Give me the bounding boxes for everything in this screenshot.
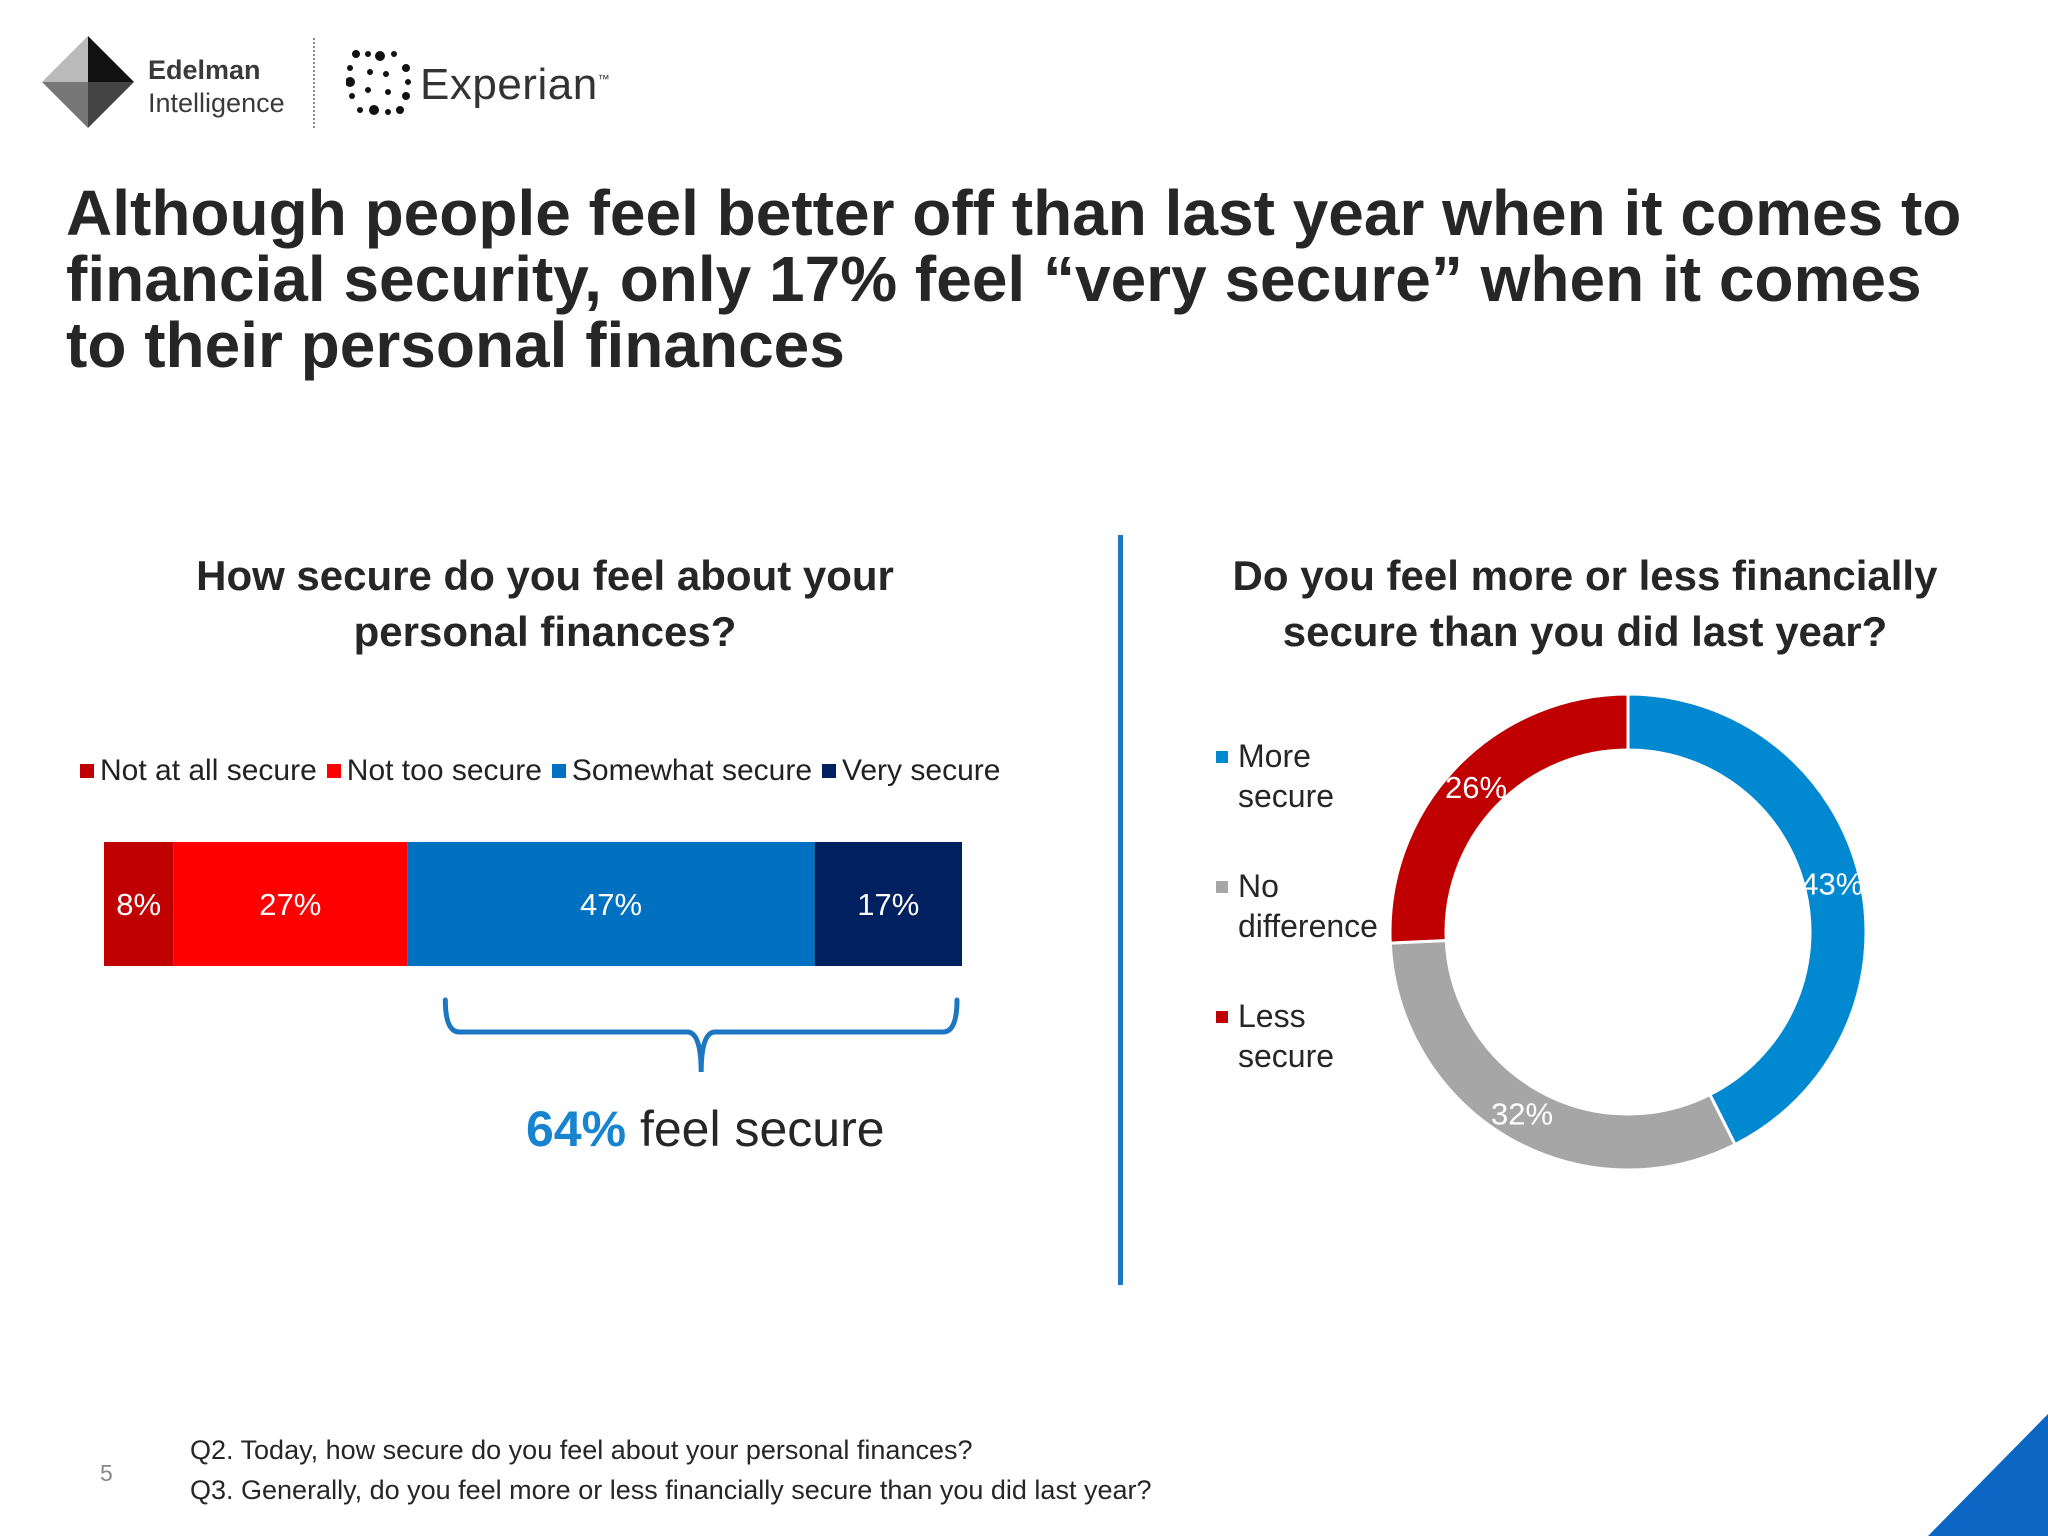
footnotes: Q2. Today, how secure do you feel about … bbox=[190, 1430, 1152, 1510]
legend-label: Less secure bbox=[1238, 998, 1335, 1074]
legend-label: No difference bbox=[1238, 868, 1378, 944]
legend-swatch bbox=[551, 764, 566, 778]
bar-chart-title: How secure do you feel about your person… bbox=[196, 552, 894, 655]
legend-item-no-difference: No difference bbox=[1216, 866, 1378, 946]
legend-swatch bbox=[80, 764, 94, 778]
feel-secure-callout: 64% feel secure bbox=[526, 1100, 885, 1158]
legend-label: More secure bbox=[1238, 738, 1335, 814]
bar-segment-not-at-all-secure bbox=[104, 842, 174, 966]
legend-swatch bbox=[822, 764, 837, 778]
feel-secure-text: feel secure bbox=[639, 1101, 885, 1157]
footnote-q2: Q2. Today, how secure do you feel about … bbox=[190, 1435, 973, 1465]
bar-data-label: 27% bbox=[259, 887, 321, 922]
legend-item-less-secure: Less secure bbox=[1216, 996, 1378, 1076]
legend-swatch bbox=[326, 764, 341, 778]
donut-chart-legend: More secure No difference Less secure bbox=[1216, 736, 1378, 1126]
donut-slice-less-secure bbox=[1388, 692, 1630, 945]
legend-item-not-at-all-secure: Not at all secure bbox=[80, 754, 317, 788]
page-number: 5 bbox=[100, 1460, 113, 1486]
bar-segment-not-too-secure bbox=[173, 842, 408, 966]
section-divider bbox=[1118, 535, 1123, 1285]
footnote-q3: Q3. Generally, do you feel more or less … bbox=[190, 1475, 1152, 1505]
experian-logo-word: Experian bbox=[420, 60, 598, 109]
legend-swatch bbox=[1216, 1011, 1228, 1023]
donut-data-label: 26% bbox=[1445, 770, 1507, 805]
logo-divider bbox=[313, 38, 315, 128]
legend-item-somewhat-secure: Somewhat secure bbox=[551, 754, 813, 788]
legend-label: Not at all secure bbox=[100, 754, 317, 787]
edelman-logo-line2: Intelligence bbox=[148, 88, 285, 118]
donut-data-label: 43% bbox=[1801, 866, 1863, 901]
bar-data-label: 17% bbox=[857, 887, 919, 922]
legend-item-very-secure: Very secure bbox=[822, 754, 1000, 788]
bar-segment-very-secure bbox=[814, 842, 962, 966]
feel-secure-percent: 64% bbox=[526, 1101, 627, 1157]
legend-swatch bbox=[1216, 881, 1228, 893]
experian-logo-text: Experian™ bbox=[420, 60, 610, 110]
bar-chart-legend: Not at all secure Not too secure Somewhat … bbox=[80, 754, 1010, 788]
donut-slice-more-secure bbox=[1626, 692, 1868, 1147]
donut-data-label: 32% bbox=[1491, 1096, 1553, 1131]
legend-item-not-too-secure: Not too secure bbox=[326, 754, 542, 788]
bar-data-label: 8% bbox=[116, 887, 161, 922]
bar-data-label: 47% bbox=[580, 887, 642, 922]
page-title: Although people feel better off than las… bbox=[66, 177, 1962, 381]
feel-secure-brace bbox=[442, 997, 960, 1073]
donut-chart-title: Do you feel more or less financially sec… bbox=[1232, 552, 1938, 655]
experian-logo-icon bbox=[346, 50, 411, 115]
corner-triangle-icon bbox=[1928, 1414, 2048, 1536]
legend-swatch bbox=[1216, 751, 1228, 763]
legend-label: Somewhat secure bbox=[571, 754, 813, 787]
experian-trademark: ™ bbox=[597, 72, 611, 86]
edelman-logo-icon bbox=[42, 36, 134, 128]
edelman-logo-text: Edelman Intelligence bbox=[148, 54, 285, 120]
legend-label: Not too secure bbox=[346, 754, 542, 787]
bar-segment-somewhat-secure bbox=[407, 842, 815, 966]
donut-slice-no-difference bbox=[1388, 938, 1738, 1172]
edelman-logo-line1: Edelman bbox=[148, 55, 261, 85]
legend-item-more-secure: More secure bbox=[1216, 736, 1378, 816]
legend-label: Very secure bbox=[842, 754, 1001, 787]
